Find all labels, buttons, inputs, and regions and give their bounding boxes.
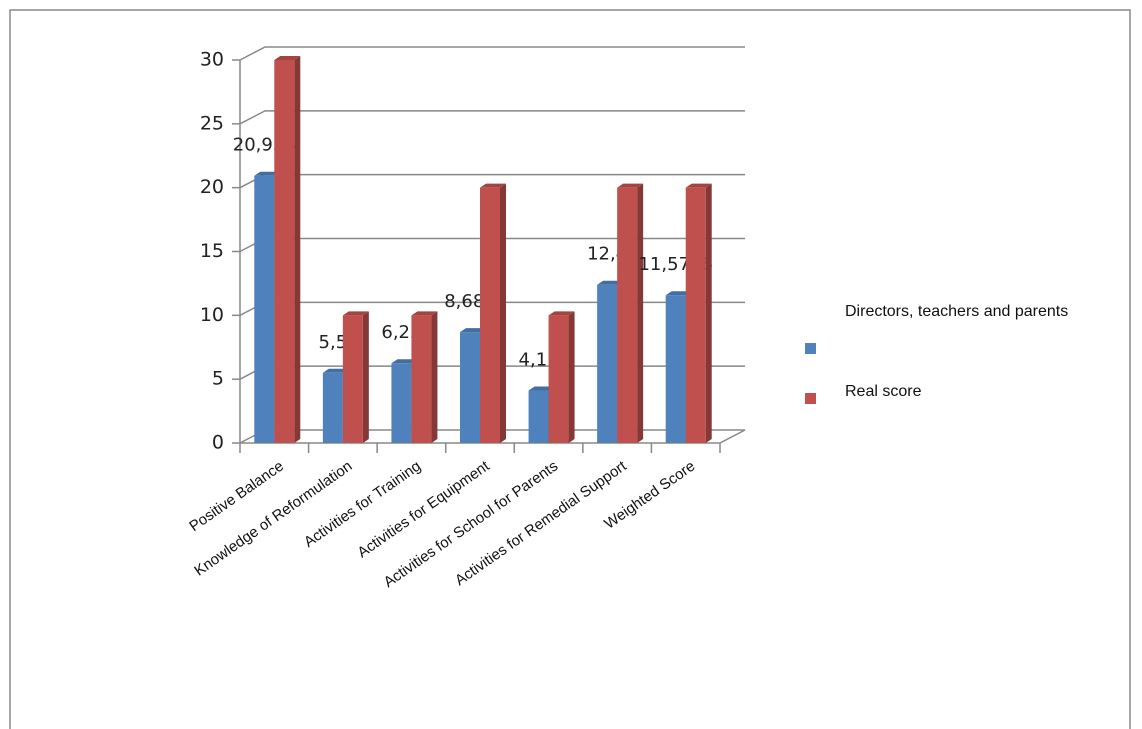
bar-side: [431, 311, 438, 443]
bar: [685, 187, 706, 443]
bar: [254, 175, 275, 443]
grid-line: [239, 46, 745, 61]
bar-top: [274, 56, 301, 60]
bar: [342, 315, 363, 443]
bar-top: [528, 386, 555, 391]
y-tick-label: 10: [200, 304, 224, 326]
bar-top: [597, 280, 624, 285]
bar: [460, 332, 480, 443]
legend-label: Directors, teachers and parents: [845, 303, 1069, 320]
bar: [322, 372, 343, 443]
y-tick-label: 15: [200, 240, 224, 262]
bar: [480, 187, 500, 443]
bar-top: [254, 171, 281, 176]
bar: [411, 315, 432, 443]
bar: [548, 315, 569, 443]
bar-top: [322, 368, 349, 373]
grid-line: [239, 110, 745, 125]
legend-swatch: [805, 393, 816, 404]
bar: [665, 295, 686, 443]
bar-top: [617, 183, 644, 188]
chart-frame: [9, 9, 1131, 729]
bar: [391, 363, 412, 443]
y-tick-label: 20: [200, 176, 224, 198]
bar: [528, 390, 549, 443]
bar: [274, 60, 295, 443]
value-label: 5,5: [319, 332, 348, 353]
bar-side: [705, 183, 712, 443]
bar-side: [568, 311, 575, 443]
bar-top: [342, 311, 369, 316]
bar-top: [548, 311, 575, 316]
bar-side: [500, 183, 506, 443]
bar-side: [294, 56, 301, 443]
y-tick-label: 25: [200, 112, 224, 134]
bar: [617, 187, 638, 443]
y-tick-label: 0: [212, 432, 224, 454]
x-tick-label: Activities for Training: [301, 458, 424, 551]
legend-swatch: [805, 343, 816, 354]
legend-label: Real score: [845, 383, 922, 400]
bar-top: [480, 183, 506, 188]
bar: [597, 284, 618, 443]
y-tick-label: 5: [212, 368, 224, 390]
bar-side: [362, 311, 369, 443]
y-tick-label: 30: [200, 49, 224, 71]
bar-top: [460, 328, 486, 333]
bar-top: [685, 183, 712, 188]
bar-side: [637, 183, 644, 443]
bar-top: [665, 291, 692, 296]
bar-top: [411, 311, 438, 316]
bar-top: [391, 359, 418, 364]
